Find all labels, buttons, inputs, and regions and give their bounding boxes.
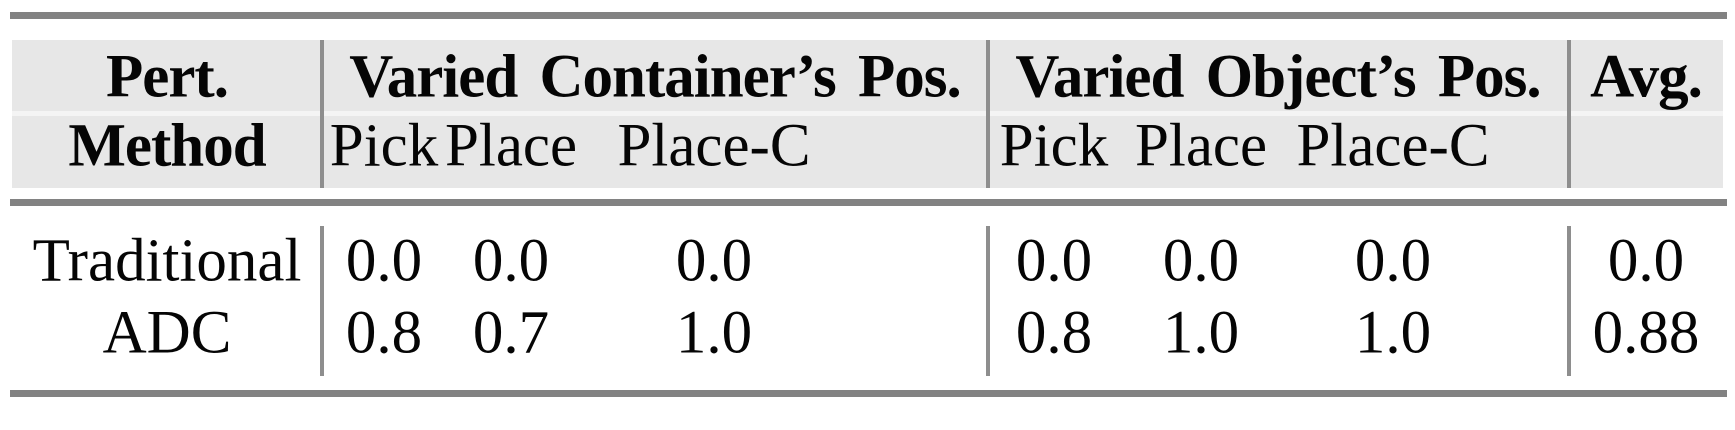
row-label-adc: ADC (102, 299, 232, 367)
cell-traditional-object-place: 0.0 (1162, 227, 1240, 295)
table-top-rule (10, 12, 1727, 19)
column-divider-groups-body (986, 226, 990, 376)
cell-traditional-object-place-c: 0.0 (1354, 227, 1432, 295)
cell-adc-object-place: 1.0 (1162, 299, 1240, 367)
cell-adc-object-pick: 0.8 (1015, 299, 1093, 367)
group-header-container-pos: Varied Container’s Pos. (349, 43, 961, 111)
column-divider-avg-header (1567, 40, 1571, 188)
cell-adc-avg: 0.88 (1592, 299, 1700, 367)
table-bottom-rule (10, 390, 1727, 397)
header-body-rule (10, 199, 1727, 206)
subcol-header-container-pick: Pick (329, 112, 439, 180)
subcol-header-object-place: Place (1134, 112, 1268, 180)
cell-traditional-avg: 0.0 (1607, 227, 1685, 295)
column-divider-stub-body (320, 226, 324, 376)
column-divider-stub-header (320, 40, 324, 188)
cell-traditional-container-place-c: 0.0 (675, 227, 753, 295)
cell-traditional-container-pick: 0.0 (345, 227, 423, 295)
cell-adc-container-pick: 0.8 (345, 299, 423, 367)
subcol-header-object-pick: Pick (999, 112, 1109, 180)
column-divider-groups-header (986, 40, 990, 188)
cell-adc-container-place: 0.7 (472, 299, 550, 367)
cell-adc-object-place-c: 1.0 (1354, 299, 1432, 367)
subcol-header-object-place-c: Place-C (1296, 112, 1490, 180)
cell-traditional-container-place: 0.0 (472, 227, 550, 295)
subcol-header-container-place-c: Place-C (617, 112, 811, 180)
cell-adc-container-place-c: 1.0 (675, 299, 753, 367)
avg-column-header: Avg. (1590, 43, 1703, 111)
header-row-seam (12, 111, 1723, 116)
stub-header-line2: Method (68, 112, 266, 180)
row-label-traditional: Traditional (32, 227, 302, 295)
subcol-header-container-place: Place (444, 112, 578, 180)
column-divider-avg-body (1567, 226, 1571, 376)
stub-header-line1: Pert. (106, 43, 229, 111)
group-header-object-pos: Varied Object’s Pos. (1015, 43, 1541, 111)
cell-traditional-object-pick: 0.0 (1015, 227, 1093, 295)
